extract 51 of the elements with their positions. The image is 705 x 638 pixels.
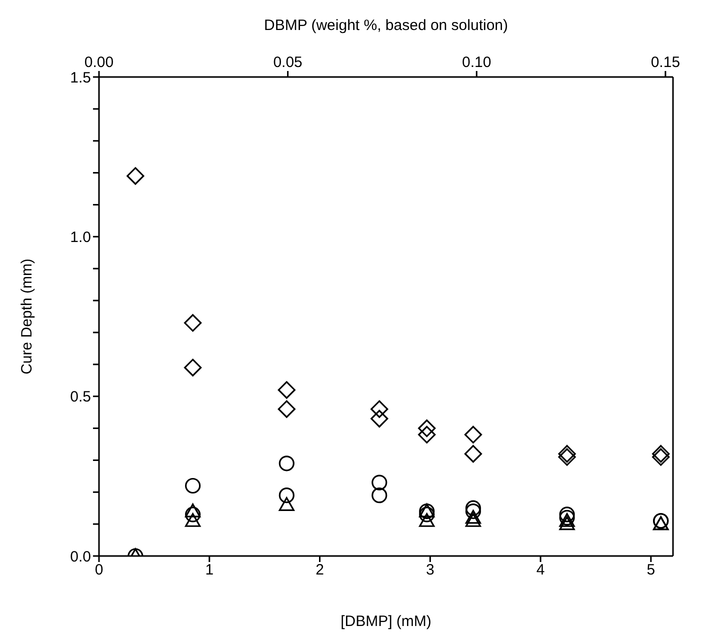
point: [278, 488, 294, 504]
point: [558, 448, 576, 466]
point: [184, 314, 202, 332]
point: [185, 503, 201, 518]
y-axis-title: Cure Depth (mm): [18, 258, 36, 374]
x-tick-label: 3: [426, 562, 434, 579]
point: [558, 445, 576, 463]
x2-tick-label: 0.00: [84, 54, 114, 71]
point: [370, 410, 388, 428]
point: [464, 445, 482, 463]
x-tick-label: 4: [536, 562, 545, 579]
point: [185, 513, 201, 527]
point: [652, 448, 670, 466]
point: [278, 456, 294, 472]
point: [559, 516, 575, 530]
point: [465, 503, 482, 520]
y-tick-label: 0.0: [70, 548, 91, 566]
y-tick-label: 1.0: [70, 228, 91, 246]
point: [278, 497, 294, 511]
x-tick-label: 0: [94, 562, 104, 579]
x2-axis-title: DBMP (weight %, based on solution): [264, 17, 508, 34]
y-tick-label: 1.5: [70, 69, 91, 86]
point: [652, 445, 670, 463]
point: [278, 400, 296, 418]
point: [559, 506, 575, 522]
point: [464, 426, 482, 444]
point: [372, 474, 388, 490]
point: [559, 513, 575, 527]
point: [418, 426, 436, 444]
point: [185, 478, 201, 494]
point: [185, 506, 201, 522]
point: [278, 381, 296, 399]
point: [559, 510, 575, 526]
point: [419, 513, 435, 527]
y-tick-label: 0.5: [70, 388, 91, 406]
x-tick-label: 1: [205, 562, 214, 579]
x-tick-label: 2: [316, 562, 324, 579]
point: [418, 419, 436, 438]
x2-tick-label: 0.05: [273, 54, 302, 71]
point: [465, 510, 482, 524]
point: [372, 488, 388, 504]
x2-tick-label: 0.10: [462, 54, 492, 71]
point: [184, 358, 202, 376]
point: [126, 167, 144, 185]
point: [465, 500, 482, 516]
point: [419, 506, 435, 522]
x-tick-label: 5: [646, 562, 656, 579]
point: [465, 513, 482, 527]
x-axis-title: [DBMP] (mM): [340, 613, 432, 630]
x2-tick-label: 0.15: [650, 54, 680, 71]
point: [370, 400, 388, 418]
